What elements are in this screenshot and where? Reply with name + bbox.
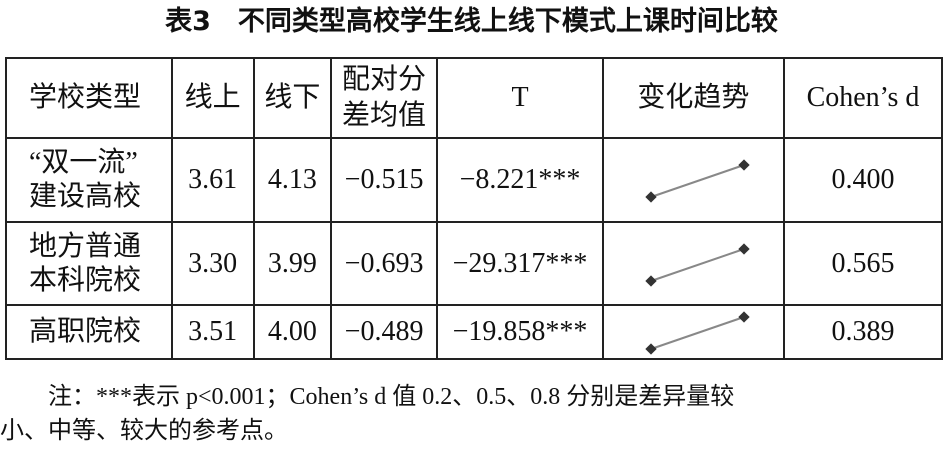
header-cell: 线上 <box>170 57 255 139</box>
value-cell: −0.693 <box>330 221 439 306</box>
trend-marker <box>645 191 657 203</box>
school-type-line: 本科院校 <box>29 264 142 296</box>
trend-cell <box>601 137 785 223</box>
value-cell: 3.61 <box>170 137 255 223</box>
value-cell: −19.858*** <box>436 304 604 360</box>
trend-line <box>650 316 745 350</box>
value-cell: −0.515 <box>330 137 439 223</box>
value-cell: 0.565 <box>782 221 943 306</box>
value-cell: −0.489 <box>330 304 439 360</box>
table-row: 地方普通 本科院校 3.30 3.99 −0.693 −29.317*** 0.565 <box>5 221 943 306</box>
header-row: 学校类型 线上 线下 配对分差均值 T 变化趋势 Cohen’s d <box>5 57 943 139</box>
school-type-cell: 地方普通 本科院校 <box>5 221 173 306</box>
value-cell: 0.389 <box>782 304 943 360</box>
school-type-line: “双一流” <box>29 147 138 178</box>
header-cell: 配对分差均值 <box>330 57 439 139</box>
note-line: 注：***表示 p<0.001；Cohen’s d 值 0.2、0.5、0.8 … <box>48 384 735 410</box>
note-line: 小、中等、较大的参考点。 <box>0 418 288 444</box>
school-type-line: 高职院校 <box>29 316 142 347</box>
trend-marker <box>738 159 750 171</box>
trend-icon <box>645 242 750 287</box>
trend-marker <box>645 274 657 287</box>
data-table: 学校类型 线上 线下 配对分差均值 T 变化趋势 Cohen’s d “双一流” 建设高校 3.6… <box>5 57 943 360</box>
header-cell: 线下 <box>252 57 333 139</box>
school-type-cell: “双一流” 建设高校 <box>5 137 173 223</box>
table-row: 高职院校 3.51 4.00 −0.489 −19.858*** 0.389 <box>5 304 943 360</box>
header-cell: 学校类型 <box>5 57 173 139</box>
trend-icon <box>645 311 750 355</box>
table-title: 表3 不同类型高校学生线上线下模式上课时间比较 <box>165 6 778 37</box>
trend-line <box>650 164 745 198</box>
value-cell: 4.00 <box>252 304 333 360</box>
trend-icon <box>645 159 750 203</box>
table-row: “双一流” 建设高校 3.61 4.13 −0.515 −8.221*** 0.400 <box>5 137 943 223</box>
value-cell: 3.99 <box>252 221 333 306</box>
trend-line <box>650 247 745 282</box>
value-cell: 0.400 <box>782 137 943 223</box>
school-type-cell: 高职院校 <box>5 304 173 360</box>
value-cell: 3.51 <box>170 304 255 360</box>
value-cell: 4.13 <box>252 137 333 223</box>
value-cell: −8.221*** <box>436 137 604 223</box>
trend-marker <box>738 242 750 255</box>
trend-marker <box>645 343 657 355</box>
trend-marker <box>738 311 750 323</box>
value-cell: −29.317*** <box>436 221 604 306</box>
school-type-line: 建设高校 <box>29 181 142 212</box>
header-cell: T <box>436 57 604 139</box>
value-cell: 3.30 <box>170 221 255 306</box>
header-cell: 变化趋势 <box>601 57 785 139</box>
trend-cell <box>601 221 785 306</box>
trend-cell <box>601 304 785 360</box>
note: 注：***表示 p<0.001；Cohen’s d 值 0.2、0.5、0.8 … <box>0 380 943 448</box>
header-cell: Cohen’s d <box>782 57 943 139</box>
school-type-line: 地方普通 <box>29 230 142 262</box>
